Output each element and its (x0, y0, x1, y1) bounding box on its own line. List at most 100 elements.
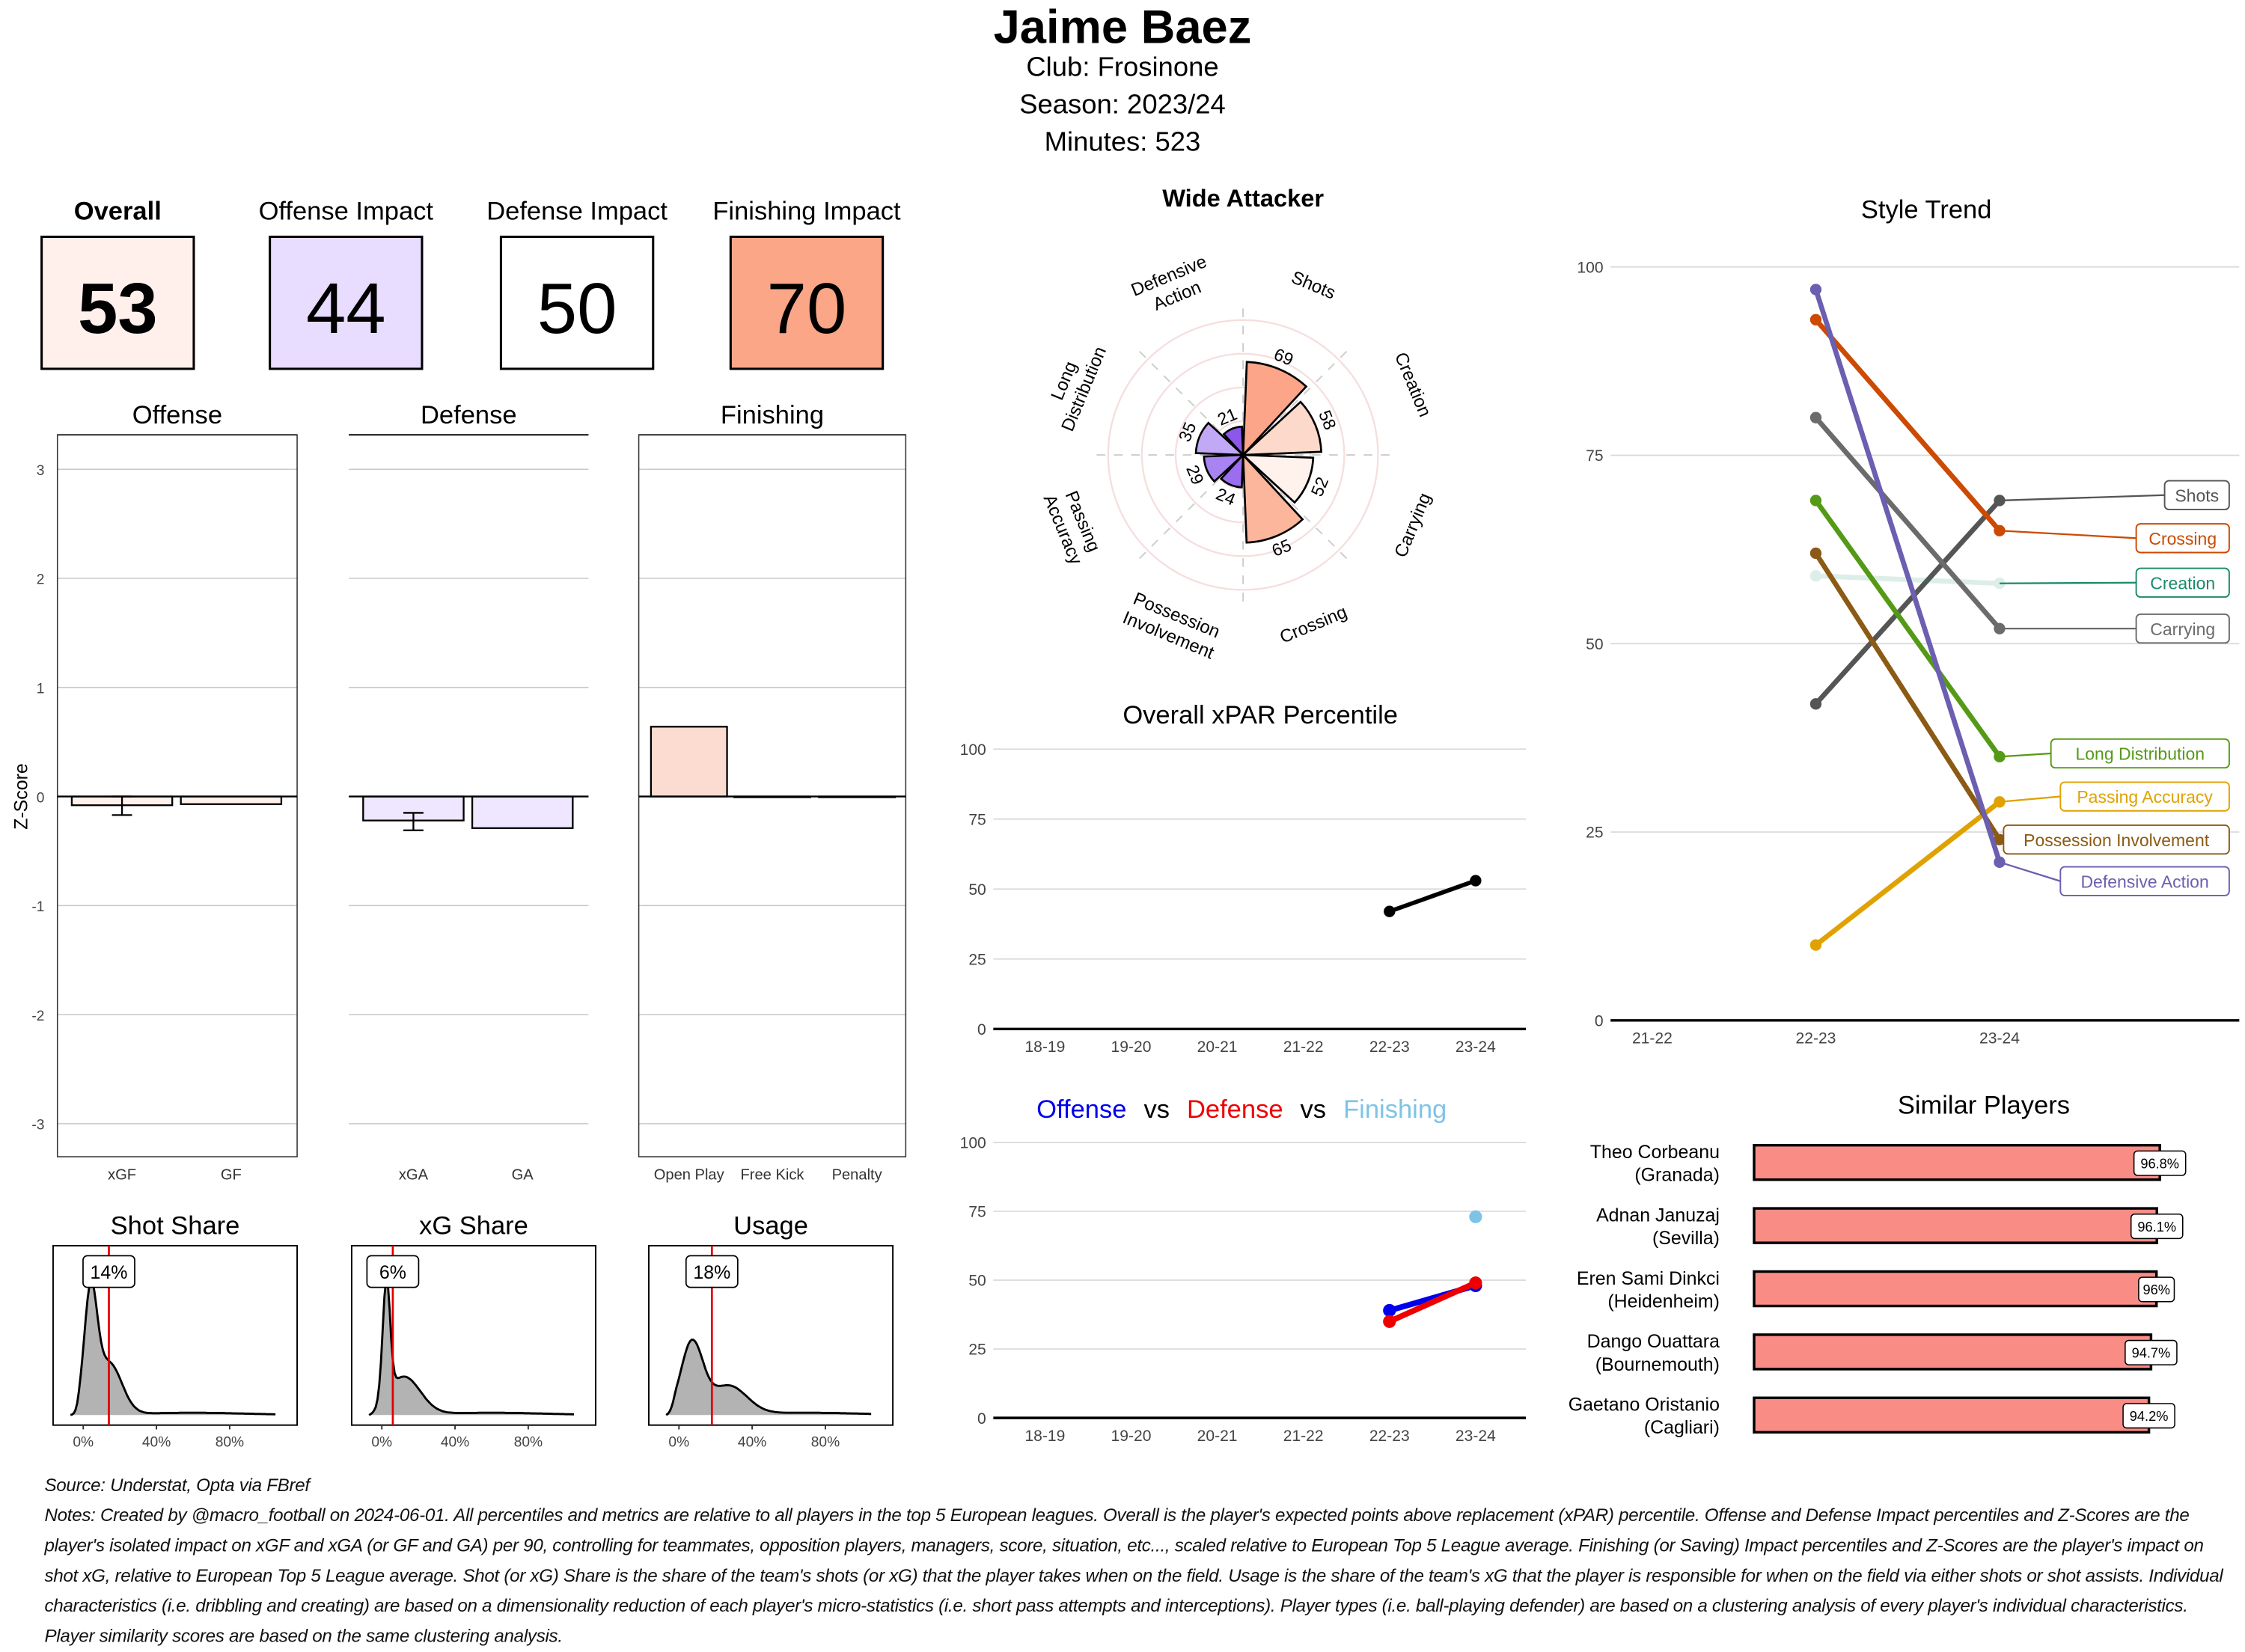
value-label-box (685, 1255, 739, 1288)
panel-title: Shot Share (111, 1212, 240, 1240)
radar-bar-passing-accuracy (1203, 453, 1246, 483)
y-tick-label: 25 (968, 951, 986, 968)
player-name: Eren Sami Dinkci (1577, 1268, 1720, 1289)
tile-offense-impact: Offense Impact 44 (259, 197, 433, 370)
label-connector (1999, 752, 2051, 758)
style-label-carrying: Carrying (1999, 614, 2230, 644)
tile-value: 53 (78, 269, 158, 349)
zscore-tick: 0 (37, 790, 45, 806)
radar-value-label: 35 (1175, 419, 1200, 444)
player-club: (Granada) (1634, 1165, 1720, 1186)
panel-title: Usage (733, 1212, 808, 1240)
value-label-box (366, 1255, 420, 1288)
radar-bar-long-distribution (1194, 421, 1246, 456)
x-tick-label: 23-24 (1456, 1038, 1496, 1056)
similar-player-row: Gaetano Oristanio(Cagliari) 94.2% (1569, 1395, 2175, 1438)
label-box (2135, 567, 2230, 598)
value-label-box (82, 1255, 135, 1288)
density-area (70, 1280, 276, 1416)
label-box (2135, 523, 2230, 554)
series-defensive-action (1809, 284, 2006, 869)
tile-defense-impact: Defense Impact 50 (486, 197, 668, 370)
data-point (1809, 698, 1822, 710)
player-name: Adnan Januzaj (1596, 1205, 1720, 1226)
zscore-panel-finishing: Finishing Open Play Free Kick Penalty (638, 401, 907, 1184)
x-tick-label: 22-23 (1369, 1038, 1410, 1056)
density-curve (70, 1278, 276, 1416)
panel-title: Finishing (721, 401, 824, 429)
notes-text: Notes: Created by @macro_football on 202… (44, 1505, 2223, 1647)
xpar-percentile-chart: 0 25 50 75 100 18-19 19-20 20-21 21-22 22-23 23-24 (960, 741, 1527, 1056)
label-line: Creation (1390, 349, 1435, 420)
tick-label: 0% (371, 1435, 392, 1451)
data-point (1383, 1315, 1396, 1328)
data-point (1809, 284, 1822, 296)
minutes-label: Minutes: 523 (1044, 127, 1201, 158)
radar-bar-shots (1241, 361, 1308, 458)
series-line (1813, 499, 2002, 759)
series-finishing (1469, 1210, 1482, 1223)
y-tick-label: 50 (1586, 636, 1603, 653)
y-tick-label: 0 (1595, 1012, 1604, 1030)
data-point (1469, 1276, 1482, 1290)
radar-category-label: PassingAccuracy (1039, 483, 1106, 567)
player-club: (Sevilla) (1652, 1228, 1720, 1249)
x-tick-label: 19-20 (1111, 1428, 1152, 1445)
series-line (1813, 551, 2002, 841)
density-area (369, 1279, 575, 1416)
radar-category-label: Shots (1289, 267, 1339, 303)
radar-title: Wide Attacker (1162, 184, 1324, 212)
tick-label: 80% (811, 1435, 840, 1451)
footer: Source: Understat, Opta via FBref Notes:… (44, 1471, 2241, 1652)
similarity-label-box (2138, 1276, 2175, 1303)
tile-box (40, 235, 195, 370)
category-label: GF (221, 1167, 242, 1184)
style-label-defensive-action: Defensive Action (1999, 861, 2230, 896)
radar-bar-carrying (1240, 453, 1315, 504)
radar-category-label: DefensiveAction (1128, 251, 1218, 320)
player-name: Dango Ouattara (1587, 1331, 1720, 1352)
zscore-tick: -1 (31, 899, 44, 915)
label-box (2059, 781, 2230, 812)
series-crossing (1809, 313, 2006, 536)
similarity-bar (1753, 1333, 2153, 1371)
category-label: xGA (399, 1167, 429, 1184)
x-tick-label: 22-23 (1369, 1428, 1410, 1445)
player-name: Gaetano Oristanio (1569, 1395, 1720, 1416)
tile-finishing-impact: Finishing Impact 70 (712, 197, 901, 370)
similarity-label: 94.7% (2132, 1346, 2171, 1361)
label-line: Carrying (1390, 490, 1435, 560)
similar-players-chart: Similar Players Theo Corbeanu(Granada) 96.… (1569, 1091, 2187, 1438)
title-part-vs: vs (1301, 1095, 1327, 1124)
panel-title: Offense (132, 401, 222, 429)
tick-label: 40% (441, 1435, 469, 1451)
style-label-possession-involvement: Possession Involvement (1999, 824, 2230, 855)
series-label: Carrying (2150, 620, 2215, 639)
density-panel-usage: Usage 18% 0% 40% 80% (648, 1212, 894, 1451)
club-label: Club: Frosinone (1026, 52, 1219, 84)
zscore-bar (471, 795, 574, 830)
zscore-bar (180, 795, 283, 805)
label-box (2050, 738, 2230, 769)
series-line (1813, 288, 2003, 863)
radar-category-label: LongDistribution (1038, 335, 1111, 434)
radar-value-label: 69 (1271, 344, 1297, 370)
player-name: Jaime Baez (993, 0, 1252, 53)
similarity-label: 96.1% (2137, 1220, 2176, 1235)
radar-bar-creation (1240, 400, 1323, 456)
similarity-label: 96% (2142, 1282, 2169, 1297)
series-label: Long Distribution (2075, 744, 2205, 764)
radar-category-label: Creation (1390, 349, 1435, 420)
density-panel-shot-share: Shot Share 14% 0% 40% 80% (52, 1212, 299, 1451)
zscore-axis-label: Z-Score (10, 763, 31, 830)
panel-title: Defense (421, 401, 517, 429)
similarity-bar (1753, 1207, 2158, 1244)
y-tick-label: 75 (1586, 447, 1603, 465)
value-label: 6% (379, 1262, 406, 1283)
density-area (666, 1339, 872, 1416)
season-label: Season: 2023/24 (1019, 90, 1226, 121)
similarity-label-box (2125, 1339, 2178, 1365)
series-line (1813, 318, 2002, 533)
label-box (2135, 614, 2230, 644)
